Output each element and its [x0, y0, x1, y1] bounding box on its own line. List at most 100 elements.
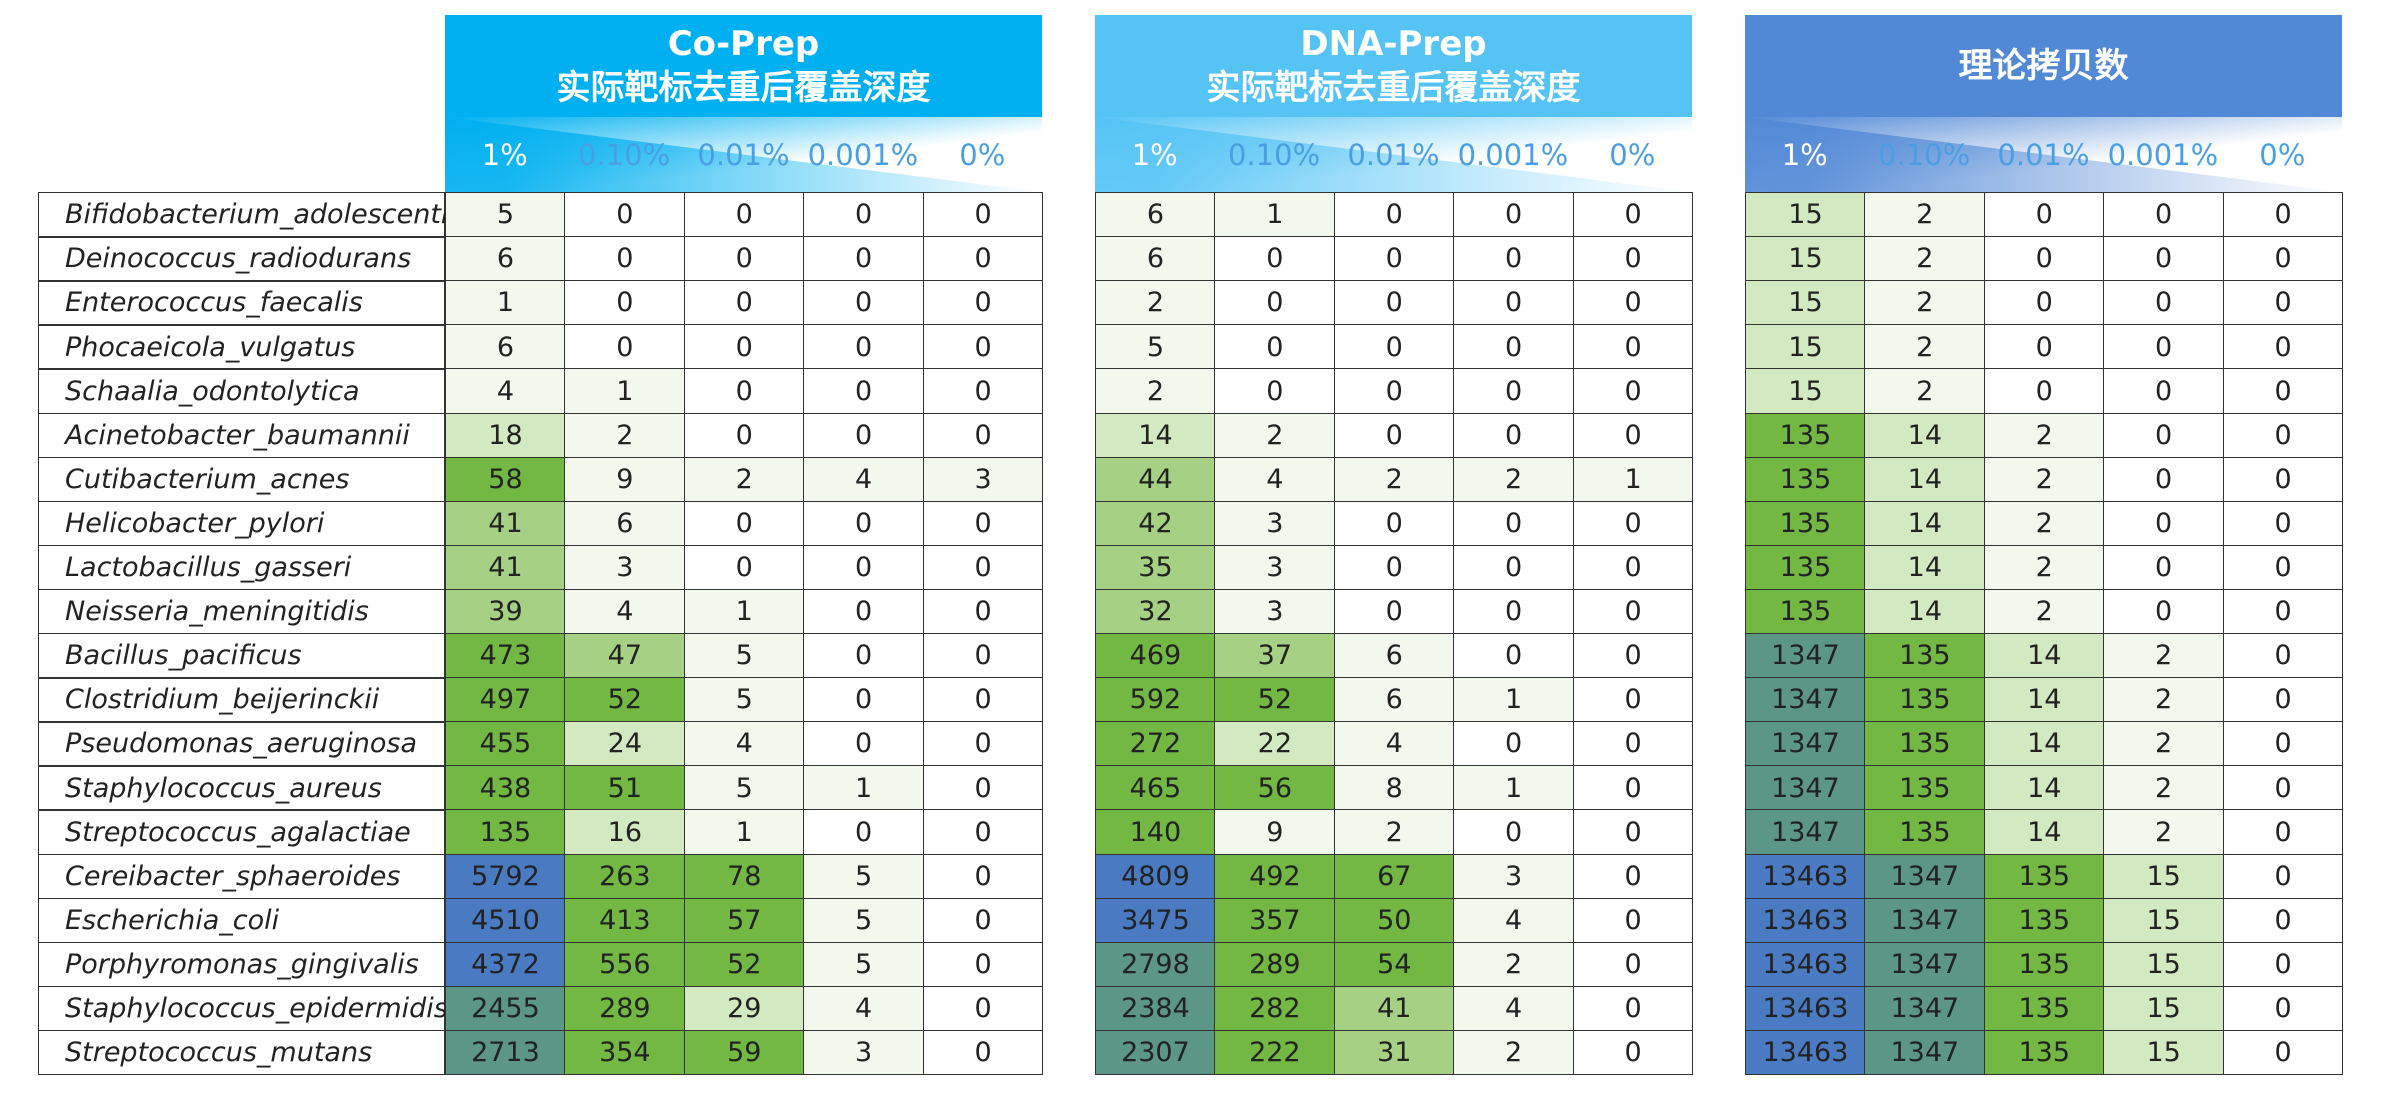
value-cell: 9: [1214, 809, 1336, 855]
value-cell: 0: [922, 1029, 1044, 1076]
value-cell: 1347: [1864, 941, 1986, 988]
value-cell: 0: [1453, 236, 1575, 282]
value-cell: 1: [1572, 456, 1694, 503]
value-cell: 32: [1095, 588, 1216, 635]
value-cell: 5: [803, 853, 925, 900]
value-cell: 5: [1095, 324, 1216, 370]
value-cell: 15: [2103, 1029, 2225, 1076]
value-cell: 15: [2103, 853, 2225, 900]
species-label: Deinococcus_radiodurans: [38, 236, 445, 282]
value-cell: 2: [564, 412, 686, 459]
value-cell: 354: [564, 1029, 686, 1076]
species-label: Acinetobacter_baumannii: [38, 412, 445, 459]
value-cell: 0: [1453, 809, 1575, 855]
column-header: 0.01%: [697, 137, 790, 172]
value-cell: 0: [1453, 412, 1575, 459]
value-cell: 2798: [1095, 941, 1216, 988]
value-cell: 289: [1214, 941, 1336, 988]
header-gradient: [1745, 117, 2342, 192]
value-cell: 135: [1983, 1029, 2105, 1076]
value-cell: 6: [445, 324, 566, 370]
value-cell: 0: [1453, 500, 1575, 547]
column-header: 0.001%: [807, 137, 919, 172]
value-cell: 2: [1095, 280, 1216, 326]
value-cell: 1347: [1864, 985, 1986, 1032]
species-label: Porphyromonas_gingivalis: [38, 941, 445, 988]
value-cell: 0: [803, 368, 925, 414]
value-cell: 0: [1214, 280, 1336, 326]
value-cell: 0: [1572, 985, 1694, 1032]
value-cell: 5: [445, 192, 566, 238]
value-cell: 0: [1572, 588, 1694, 635]
value-cell: 22: [1214, 721, 1336, 767]
value-cell: 2307: [1095, 1029, 1216, 1076]
species-label: Staphylococcus_epidermidis: [38, 985, 448, 1032]
value-cell: 135: [1864, 633, 1986, 679]
value-cell: 15: [1745, 324, 1866, 370]
value-cell: 1347: [1745, 633, 1866, 679]
value-cell: 135: [1983, 897, 2105, 944]
value-cell: 13463: [1745, 1029, 1866, 1076]
value-cell: 2: [2103, 633, 2225, 679]
value-cell: 0: [564, 324, 686, 370]
value-cell: 0: [1572, 368, 1694, 414]
value-cell: 2: [1333, 809, 1455, 855]
value-cell: 222: [1214, 1029, 1336, 1076]
value-cell: 0: [2103, 412, 2225, 459]
value-cell: 0: [683, 324, 805, 370]
value-cell: 14: [1983, 809, 2105, 855]
value-cell: 14: [1864, 412, 1986, 459]
value-cell: 0: [1572, 853, 1694, 900]
value-cell: 357: [1214, 897, 1336, 944]
column-header: 1%: [1781, 137, 1828, 172]
value-cell: 0: [1572, 809, 1694, 855]
value-cell: 4809: [1095, 853, 1216, 900]
value-cell: 0: [922, 368, 1044, 414]
value-cell: 2: [1214, 412, 1336, 459]
value-cell: 0: [1572, 412, 1694, 459]
value-cell: 0: [922, 280, 1044, 326]
value-cell: 52: [683, 941, 805, 988]
species-label: Neisseria_meningitidis: [38, 588, 445, 635]
value-cell: 1: [1214, 192, 1336, 238]
value-cell: 5792: [445, 853, 566, 900]
value-cell: 438: [445, 765, 566, 811]
value-cell: 15: [1745, 192, 1866, 238]
value-cell: 57: [683, 897, 805, 944]
value-cell: 0: [1333, 544, 1455, 591]
value-cell: 2: [1864, 192, 1986, 238]
value-cell: 0: [803, 633, 925, 679]
value-cell: 135: [1983, 985, 2105, 1032]
value-cell: 0: [1453, 633, 1575, 679]
value-cell: 135: [1745, 544, 1866, 591]
value-cell: 135: [1745, 412, 1866, 459]
value-cell: 3: [1453, 853, 1575, 900]
value-cell: 135: [1745, 456, 1866, 503]
value-cell: 50: [1333, 897, 1455, 944]
value-cell: 0: [803, 809, 925, 855]
species-label: Staphylococcus_aureus: [38, 765, 445, 811]
value-cell: 0: [2222, 853, 2344, 900]
value-cell: 0: [922, 853, 1044, 900]
species-label: Lactobacillus_gasseri: [38, 544, 445, 591]
value-cell: 16: [564, 809, 686, 855]
value-cell: 2: [1983, 456, 2105, 503]
value-cell: 0: [803, 677, 925, 723]
value-cell: 0: [922, 236, 1044, 282]
value-cell: 497: [445, 677, 566, 723]
value-cell: 47: [564, 633, 686, 679]
value-cell: 4: [1333, 721, 1455, 767]
value-cell: 289: [564, 985, 686, 1032]
panel-title: 实际靶标去重后覆盖深度: [556, 68, 931, 108]
value-cell: 51: [564, 765, 686, 811]
value-cell: 1: [803, 765, 925, 811]
value-cell: 282: [1214, 985, 1336, 1032]
value-cell: 0: [922, 192, 1044, 238]
value-cell: 1: [1453, 765, 1575, 811]
value-cell: 0: [2222, 633, 2344, 679]
value-cell: 0: [2222, 588, 2344, 635]
value-cell: 0: [1453, 588, 1575, 635]
value-cell: 4: [683, 721, 805, 767]
column-header: 0.10%: [1878, 137, 1971, 172]
value-cell: 0: [922, 941, 1044, 988]
